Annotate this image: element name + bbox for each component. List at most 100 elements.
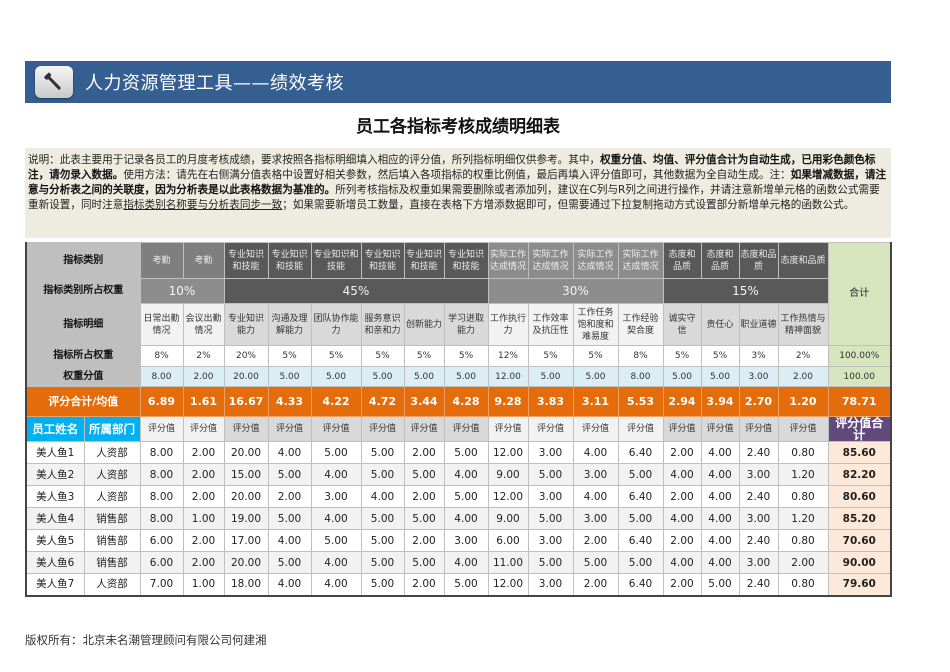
score-cell[interactable]: 6.40 [617, 573, 664, 597]
weight-pct-cell[interactable]: 20% [223, 345, 269, 367]
score-cell[interactable]: 11.00 [487, 551, 529, 574]
weight-pct-cell[interactable]: 5% [527, 345, 574, 367]
score-cell[interactable]: 20.00 [223, 441, 269, 464]
score-cell[interactable]: 6.00 [487, 529, 529, 552]
weight-pct-cell[interactable]: 5% [267, 345, 312, 367]
score-cell[interactable]: 2.00 [403, 529, 445, 552]
score-cell[interactable]: 5.00 [403, 551, 445, 574]
score-cell[interactable]: 5.00 [360, 463, 405, 486]
score-cell[interactable]: 2.40 [738, 573, 779, 597]
weight-pct-cell[interactable]: 5% [310, 345, 362, 367]
score-cell[interactable]: 2.00 [182, 485, 225, 508]
score-cell[interactable]: 5.00 [360, 441, 405, 464]
score-cell[interactable]: 5.00 [360, 551, 405, 574]
score-cell[interactable]: 0.80 [777, 441, 829, 464]
score-cell[interactable]: 4.00 [310, 507, 362, 530]
score-cell[interactable]: 4.00 [662, 551, 702, 574]
score-cell[interactable]: 4.00 [700, 463, 740, 486]
score-cell[interactable]: 1.00 [182, 507, 225, 530]
score-cell[interactable]: 5.00 [572, 551, 619, 574]
weight-pct-cell[interactable]: 3% [738, 345, 779, 367]
weight-pct-cell[interactable]: 5% [360, 345, 405, 367]
employee-dept-cell[interactable]: 人资部 [83, 485, 141, 508]
score-cell[interactable]: 4.00 [662, 507, 702, 530]
employee-dept-cell[interactable]: 销售部 [83, 529, 141, 552]
score-cell[interactable]: 6.40 [617, 485, 664, 508]
score-cell[interactable]: 4.00 [443, 463, 489, 486]
weight-pct-cell[interactable]: 5% [403, 345, 445, 367]
score-cell[interactable]: 4.00 [662, 463, 702, 486]
employee-name-cell[interactable]: 美人鱼1 [25, 441, 85, 464]
score-cell[interactable]: 5.00 [267, 507, 312, 530]
score-cell[interactable]: 9.00 [487, 507, 529, 530]
score-cell[interactable]: 2.00 [572, 573, 619, 597]
score-cell[interactable]: 2.00 [662, 529, 702, 552]
score-cell[interactable]: 20.00 [223, 551, 269, 574]
score-cell[interactable]: 0.80 [777, 573, 829, 597]
score-cell[interactable]: 5.00 [403, 463, 445, 486]
weight-pct-cell[interactable]: 12% [487, 345, 529, 367]
score-cell[interactable]: 4.00 [443, 551, 489, 574]
score-cell[interactable]: 12.00 [487, 573, 529, 597]
score-cell[interactable]: 2.00 [182, 463, 225, 486]
score-cell[interactable]: 3.00 [738, 507, 779, 530]
score-cell[interactable]: 2.00 [403, 573, 445, 597]
employee-dept-cell[interactable]: 人资部 [83, 463, 141, 486]
weight-pct-cell[interactable]: 8% [617, 345, 664, 367]
score-cell[interactable]: 0.80 [777, 485, 829, 508]
score-cell[interactable]: 4.00 [267, 529, 312, 552]
score-cell[interactable]: 5.00 [310, 441, 362, 464]
score-cell[interactable]: 2.00 [267, 485, 312, 508]
employee-dept-cell[interactable]: 销售部 [83, 551, 141, 574]
score-cell[interactable]: 4.00 [267, 441, 312, 464]
score-cell[interactable]: 3.00 [572, 463, 619, 486]
weight-pct-cell[interactable]: 5% [700, 345, 740, 367]
employee-dept-cell[interactable]: 人资部 [83, 441, 141, 464]
score-cell[interactable]: 3.00 [738, 463, 779, 486]
score-cell[interactable]: 5.00 [527, 551, 574, 574]
score-cell[interactable]: 2.40 [738, 529, 779, 552]
score-cell[interactable]: 6.00 [139, 529, 184, 552]
score-cell[interactable]: 4.00 [700, 507, 740, 530]
score-cell[interactable]: 20.00 [223, 485, 269, 508]
score-cell[interactable]: 2.00 [662, 485, 702, 508]
score-cell[interactable]: 6.00 [139, 551, 184, 574]
employee-dept-cell[interactable]: 人资部 [83, 573, 141, 597]
score-cell[interactable]: 3.00 [443, 529, 489, 552]
score-cell[interactable]: 4.00 [700, 441, 740, 464]
score-cell[interactable]: 5.00 [360, 573, 405, 597]
score-cell[interactable]: 2.00 [572, 529, 619, 552]
score-cell[interactable]: 2.00 [182, 441, 225, 464]
score-cell[interactable]: 5.00 [360, 507, 405, 530]
score-cell[interactable]: 2.00 [182, 551, 225, 574]
employee-name-cell[interactable]: 美人鱼3 [25, 485, 85, 508]
score-cell[interactable]: 8.00 [139, 485, 184, 508]
score-cell[interactable]: 4.00 [310, 551, 362, 574]
score-cell[interactable]: 9.00 [487, 463, 529, 486]
score-cell[interactable]: 8.00 [139, 441, 184, 464]
score-cell[interactable]: 4.00 [267, 573, 312, 597]
score-cell[interactable]: 0.80 [777, 529, 829, 552]
employee-name-cell[interactable]: 美人鱼6 [25, 551, 85, 574]
score-cell[interactable]: 1.00 [182, 573, 225, 597]
score-cell[interactable]: 5.00 [617, 463, 664, 486]
score-cell[interactable]: 12.00 [487, 485, 529, 508]
score-cell[interactable]: 3.00 [527, 573, 574, 597]
score-cell[interactable]: 2.00 [662, 441, 702, 464]
score-cell[interactable]: 8.00 [139, 463, 184, 486]
weight-pct-cell[interactable]: 5% [443, 345, 489, 367]
score-cell[interactable]: 2.40 [738, 441, 779, 464]
score-cell[interactable]: 3.00 [572, 507, 619, 530]
score-cell[interactable]: 5.00 [700, 573, 740, 597]
score-cell[interactable]: 5.00 [617, 507, 664, 530]
score-cell[interactable]: 4.00 [310, 463, 362, 486]
score-cell[interactable]: 5.00 [617, 551, 664, 574]
score-cell[interactable]: 1.20 [777, 507, 829, 530]
score-cell[interactable]: 5.00 [310, 529, 362, 552]
score-cell[interactable]: 4.00 [700, 529, 740, 552]
score-cell[interactable]: 2.00 [403, 441, 445, 464]
employee-name-cell[interactable]: 美人鱼2 [25, 463, 85, 486]
score-cell[interactable]: 5.00 [443, 573, 489, 597]
employee-dept-cell[interactable]: 销售部 [83, 507, 141, 530]
score-cell[interactable]: 4.00 [360, 485, 405, 508]
